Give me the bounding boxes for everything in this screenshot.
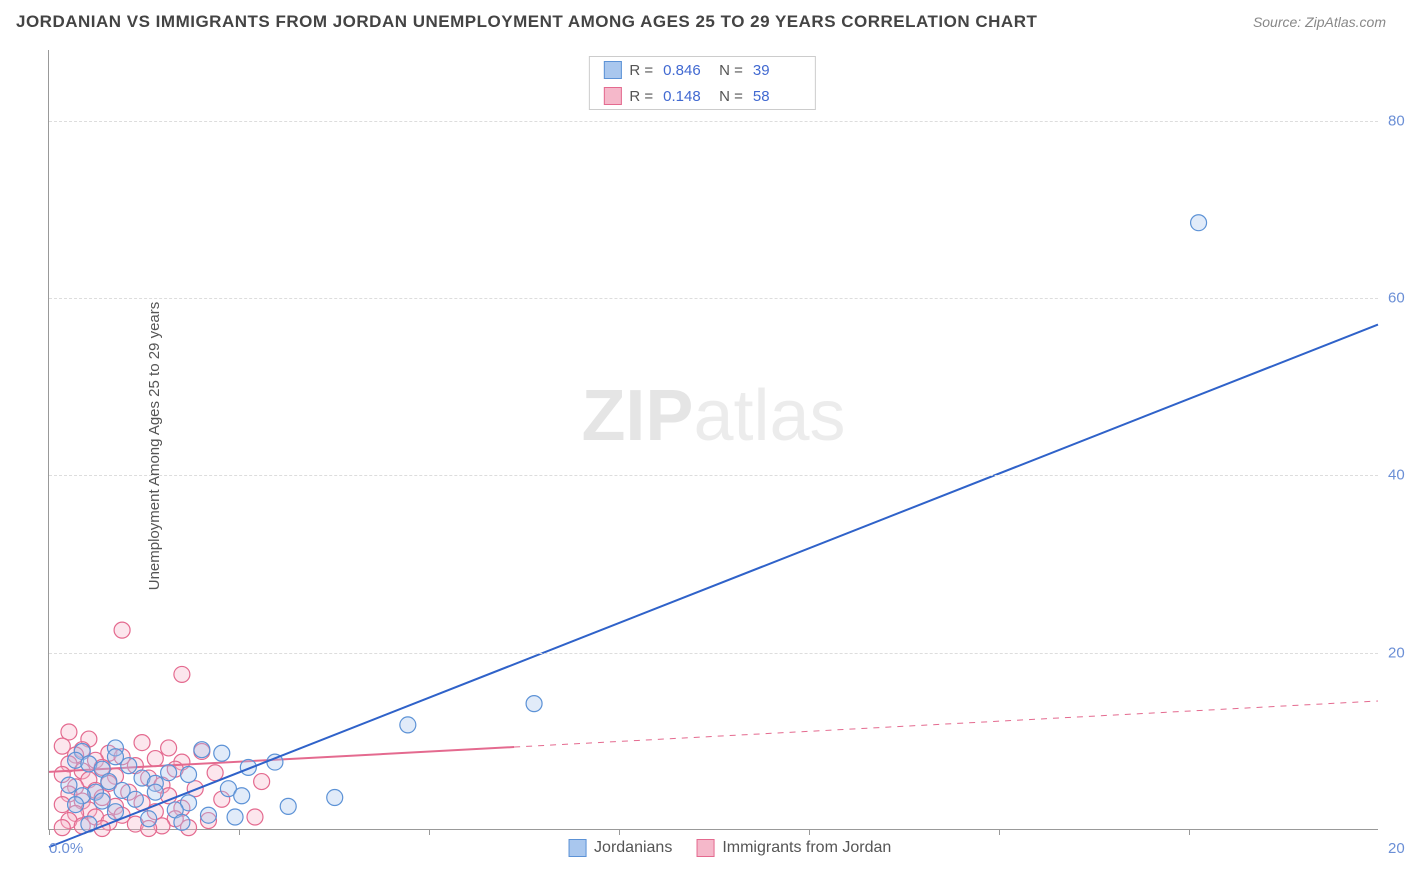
- legend-swatch: [603, 87, 621, 105]
- x-tick: [49, 829, 50, 835]
- chart-title: JORDANIAN VS IMMIGRANTS FROM JORDAN UNEM…: [16, 12, 1037, 32]
- data-point: [161, 740, 177, 756]
- gridline: [49, 121, 1378, 122]
- data-point: [114, 622, 130, 638]
- data-point: [181, 766, 197, 782]
- data-point: [134, 735, 150, 751]
- n-label: N =: [719, 62, 743, 79]
- gridline: [49, 653, 1378, 654]
- data-point: [174, 666, 190, 682]
- series-legend: Jordanians Immigrants from Jordan: [568, 839, 891, 857]
- r-value: 0.846: [663, 62, 711, 79]
- data-point: [247, 809, 263, 825]
- data-point: [174, 814, 190, 830]
- n-value: 58: [753, 88, 801, 105]
- x-tick: [239, 829, 240, 835]
- data-point: [207, 765, 223, 781]
- y-tick-label: 40.0%: [1388, 467, 1406, 484]
- data-point: [121, 758, 137, 774]
- data-point: [68, 797, 84, 813]
- data-point: [194, 742, 210, 758]
- legend-item: Immigrants from Jordan: [696, 839, 891, 857]
- regression-line-dashed: [514, 701, 1378, 747]
- stats-legend-row: R = 0.148 N = 58: [589, 83, 815, 109]
- legend-label: Jordanians: [594, 839, 672, 857]
- legend-swatch: [568, 839, 586, 857]
- source-attribution: Source: ZipAtlas.com: [1253, 14, 1386, 30]
- data-point: [94, 793, 110, 809]
- data-point: [147, 751, 163, 767]
- r-value: 0.148: [663, 88, 711, 105]
- x-tick: [809, 829, 810, 835]
- data-point: [161, 765, 177, 781]
- stats-legend: R = 0.846 N = 39 R = 0.148 N = 58: [588, 56, 816, 110]
- data-point: [400, 717, 416, 733]
- n-value: 39: [753, 62, 801, 79]
- legend-item: Jordanians: [568, 839, 672, 857]
- data-point: [61, 724, 77, 740]
- data-point: [107, 804, 123, 820]
- n-label: N =: [719, 88, 743, 105]
- data-point: [200, 807, 216, 823]
- data-point: [61, 777, 77, 793]
- regression-line: [49, 325, 1378, 848]
- legend-swatch: [603, 61, 621, 79]
- data-point: [526, 696, 542, 712]
- data-point: [141, 811, 157, 827]
- stats-legend-row: R = 0.846 N = 39: [589, 57, 815, 83]
- gridline: [49, 298, 1378, 299]
- x-axis-origin-label: 0.0%: [49, 840, 83, 857]
- data-point: [254, 774, 270, 790]
- data-point: [214, 745, 230, 761]
- legend-label: Immigrants from Jordan: [722, 839, 891, 857]
- r-label: R =: [629, 62, 653, 79]
- x-tick: [429, 829, 430, 835]
- chart-svg: [49, 50, 1378, 829]
- y-tick-label: 20.0%: [1388, 644, 1406, 661]
- legend-swatch: [696, 839, 714, 857]
- data-point: [147, 784, 163, 800]
- data-point: [54, 820, 70, 836]
- x-tick: [619, 829, 620, 835]
- x-tick: [1189, 829, 1190, 835]
- x-axis-end-label: 20.0%: [1388, 840, 1406, 857]
- data-point: [327, 790, 343, 806]
- data-point: [234, 788, 250, 804]
- data-point: [127, 791, 143, 807]
- y-tick-label: 60.0%: [1388, 290, 1406, 307]
- data-point: [227, 809, 243, 825]
- correlation-chart: JORDANIAN VS IMMIGRANTS FROM JORDAN UNEM…: [0, 0, 1406, 892]
- r-label: R =: [629, 88, 653, 105]
- data-point: [1191, 215, 1207, 231]
- y-tick-label: 80.0%: [1388, 112, 1406, 129]
- plot-area: ZIPatlas R = 0.846 N = 39 R = 0.148 N = …: [48, 50, 1378, 830]
- gridline: [49, 475, 1378, 476]
- data-point: [280, 798, 296, 814]
- x-tick: [999, 829, 1000, 835]
